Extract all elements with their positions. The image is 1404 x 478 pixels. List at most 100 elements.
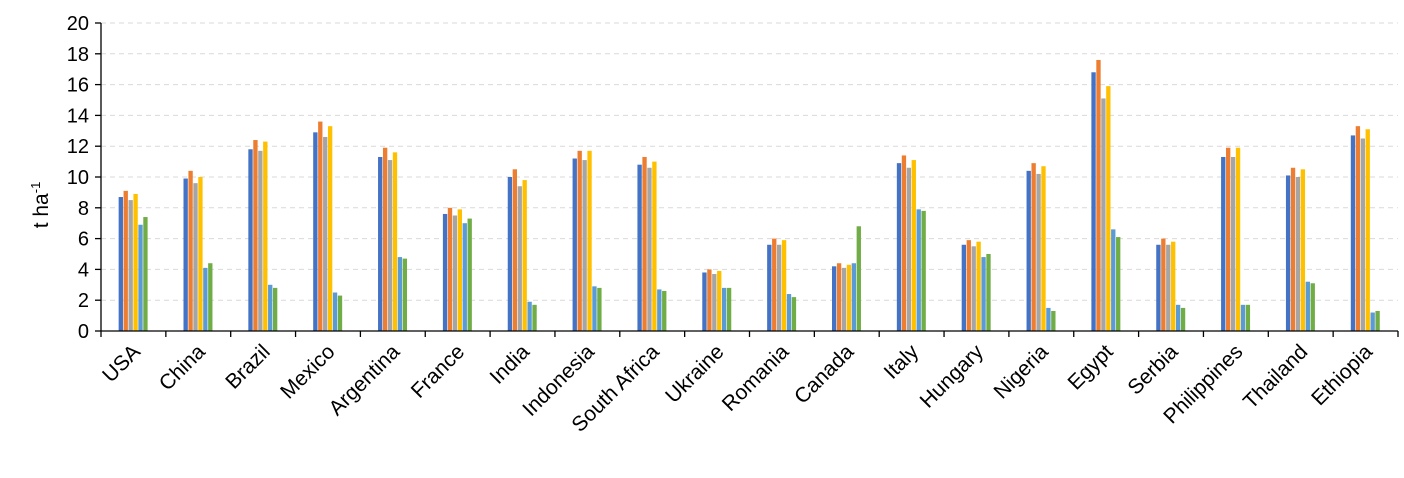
bar-brazil-s6 xyxy=(272,287,278,331)
bar-ethiopia-s4 xyxy=(1365,129,1370,331)
bar-mexico-s1 xyxy=(313,132,318,331)
x-category-label: Brazil xyxy=(221,340,274,393)
bar-nigeria-s3 xyxy=(1036,173,1041,331)
bar-ethiopia-s5 xyxy=(1370,312,1375,331)
y-tick-label: 16 xyxy=(67,75,89,97)
bar-philippines-s3 xyxy=(1230,156,1236,331)
bar-romania-s3 xyxy=(777,244,782,331)
bar-china-s5 xyxy=(203,267,208,331)
bar-canada-s4 xyxy=(846,264,852,331)
bar-india-s6 xyxy=(532,304,537,331)
bar-brazil-s1 xyxy=(248,149,253,331)
bar-usa-s2 xyxy=(123,190,128,331)
bar-india-s2 xyxy=(512,169,517,331)
bar-indonesia-s1 xyxy=(572,158,577,331)
bar-south-africa-s1 xyxy=(637,164,642,331)
bar-serbia-s2 xyxy=(1161,238,1166,331)
bar-canada-s1 xyxy=(831,266,837,331)
bar-romania-s4 xyxy=(781,240,787,331)
bar-thailand-s5 xyxy=(1305,281,1310,331)
bar-philippines-s5 xyxy=(1240,304,1246,331)
bar-egypt-s6 xyxy=(1116,237,1121,331)
bar-ethiopia-s3 xyxy=(1360,138,1365,331)
bar-south-africa-s5 xyxy=(657,289,662,331)
bar-egypt-s3 xyxy=(1101,98,1106,332)
bar-france-s1 xyxy=(442,213,448,331)
bar-nigeria-s1 xyxy=(1026,170,1031,331)
y-tick-label: 0 xyxy=(78,321,89,343)
bar-argentina-s3 xyxy=(387,160,393,331)
bar-canada-s2 xyxy=(836,263,842,331)
bar-egypt-s4 xyxy=(1106,86,1111,331)
bar-philippines-s2 xyxy=(1226,147,1231,331)
bar-hungary-s6 xyxy=(986,254,991,331)
bar-ukraine-s5 xyxy=(722,287,727,331)
bar-mexico-s3 xyxy=(323,136,328,331)
bar-ukraine-s6 xyxy=(726,287,732,331)
bar-italy-s5 xyxy=(916,209,921,331)
y-axis-title: t ha-1 xyxy=(28,182,53,229)
y-tick-label: 4 xyxy=(78,259,89,281)
bar-china-s6 xyxy=(208,263,213,331)
y-tick-labels: 0 2 4 6 8 10 12 14 16 18 20 xyxy=(67,13,89,343)
x-category-label: China xyxy=(155,340,210,395)
bar-ukraine-s1 xyxy=(702,272,707,331)
bar-usa-s4 xyxy=(133,193,138,331)
y-tick-label: 18 xyxy=(67,44,89,66)
y-tick-label: 20 xyxy=(67,13,89,35)
bar-italy-s3 xyxy=(906,167,912,331)
bar-italy-s1 xyxy=(896,163,902,331)
bar-indonesia-s3 xyxy=(582,160,587,331)
bar-serbia-s1 xyxy=(1156,244,1161,331)
y-tick-label: 10 xyxy=(67,167,89,189)
x-category-label: Ethiopia xyxy=(1307,340,1377,410)
bar-italy-s6 xyxy=(921,210,926,331)
bar-canada-s6 xyxy=(856,226,861,331)
bar-indonesia-s6 xyxy=(597,287,602,331)
bar-south-africa-s3 xyxy=(647,167,652,331)
bar-south-africa-s4 xyxy=(652,161,657,331)
x-category-label: Italy xyxy=(880,340,924,384)
bar-france-s6 xyxy=(467,218,472,331)
bar-nigeria-s5 xyxy=(1046,307,1051,331)
bar-serbia-s6 xyxy=(1180,307,1186,331)
bar-egypt-s1 xyxy=(1091,72,1096,331)
bar-romania-s1 xyxy=(767,244,772,331)
bar-france-s4 xyxy=(457,209,462,331)
bar-ukraine-s2 xyxy=(707,269,712,331)
y-axis-title-main: t ha xyxy=(30,193,53,228)
bar-ukraine-s3 xyxy=(712,274,717,331)
bar-romania-s6 xyxy=(791,297,797,331)
bar-brazil-s3 xyxy=(258,150,263,331)
bar-usa-s1 xyxy=(118,197,123,331)
bar-philippines-s6 xyxy=(1245,304,1251,331)
bar-hungary-s5 xyxy=(981,257,986,331)
bar-thailand-s4 xyxy=(1300,169,1306,331)
bar-canada-s3 xyxy=(841,267,847,331)
bar-nigeria-s6 xyxy=(1051,310,1056,331)
bar-ukraine-s4 xyxy=(717,270,722,331)
bar-france-s3 xyxy=(452,215,458,331)
bar-indonesia-s2 xyxy=(577,150,582,331)
bar-usa-s5 xyxy=(138,224,143,331)
bar-indonesia-s4 xyxy=(587,150,592,331)
bar-brazil-s4 xyxy=(263,141,268,331)
y-tick-label: 14 xyxy=(67,105,89,127)
bar-argentina-s1 xyxy=(378,156,383,331)
bar-argentina-s2 xyxy=(382,147,388,331)
bar-italy-s2 xyxy=(901,155,907,331)
y-tick-label: 8 xyxy=(78,198,89,220)
bar-serbia-s4 xyxy=(1171,241,1176,331)
x-category-label: Mexico xyxy=(276,340,339,403)
y-tick-label: 12 xyxy=(67,136,89,158)
y-tick-label: 6 xyxy=(78,229,89,251)
x-category-label: India xyxy=(486,340,535,389)
x-category-label: France xyxy=(407,340,469,402)
bar-ethiopia-s6 xyxy=(1375,310,1380,331)
bar-brazil-s5 xyxy=(268,284,273,331)
bar-argentina-s6 xyxy=(402,258,408,331)
y-tick-label: 2 xyxy=(78,290,89,312)
bar-mexico-s2 xyxy=(318,121,323,331)
bar-china-s3 xyxy=(193,183,198,331)
bar-hungary-s1 xyxy=(961,244,967,331)
